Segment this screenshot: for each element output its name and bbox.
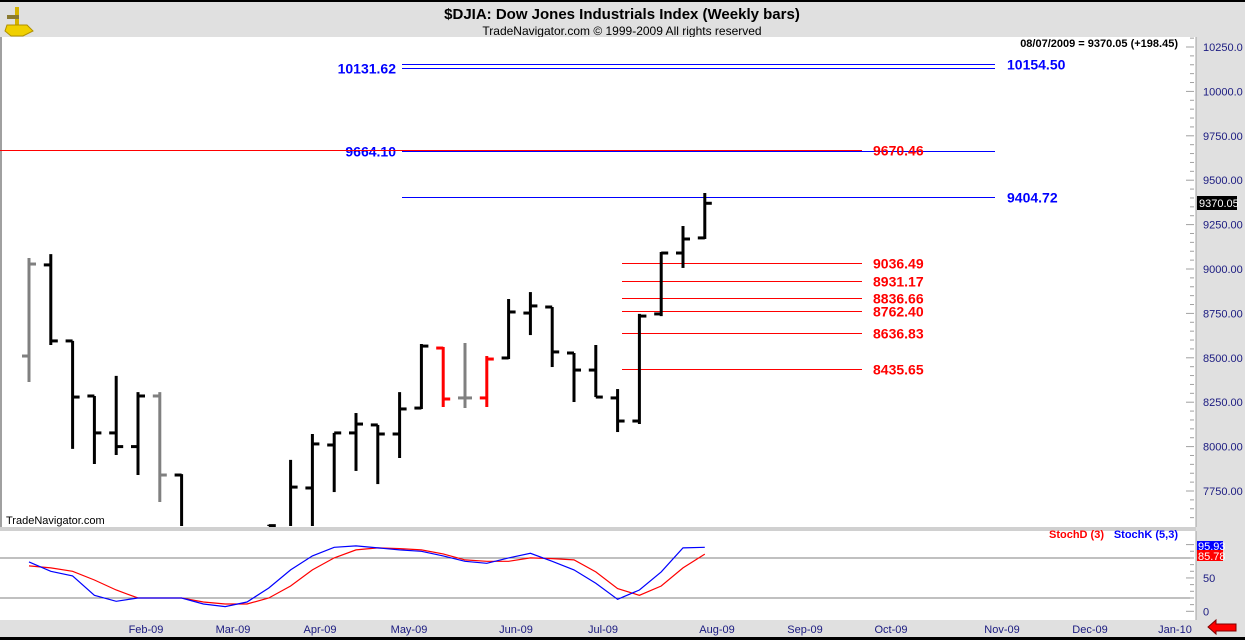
chart-subtitle: TradeNavigator.com © 1999-2009 All right… bbox=[482, 24, 761, 38]
x-tick-label: Dec-09 bbox=[1072, 624, 1107, 636]
ohlc-bar[interactable] bbox=[289, 459, 298, 526]
pane-splitter[interactable] bbox=[0, 527, 1196, 531]
y-tick-label: 9000.00 bbox=[1203, 264, 1243, 276]
last-price-label: 9370.05 bbox=[1199, 198, 1239, 210]
ohlc-bar[interactable] bbox=[654, 251, 669, 317]
x-tick-label: Jan-10 bbox=[1158, 624, 1192, 636]
y-tick-label: 7750.00 bbox=[1203, 486, 1243, 498]
ohlc-bar[interactable] bbox=[109, 375, 124, 455]
y-tick-label: 9250.00 bbox=[1203, 220, 1243, 232]
x-tick-label: May-09 bbox=[391, 624, 428, 636]
stochk-line[interactable] bbox=[28, 545, 705, 608]
level-label: 10131.62 bbox=[338, 61, 397, 77]
ohlc-bar[interactable] bbox=[131, 392, 145, 476]
ohlc-bar[interactable] bbox=[65, 339, 80, 449]
ohlc-bar[interactable] bbox=[327, 431, 342, 493]
price-axis[interactable]: 10250.0 10000.0 9750.00 9500.00 9250.00 9000.… bbox=[1186, 37, 1243, 527]
ohlc-bar[interactable] bbox=[87, 394, 102, 465]
x-tick-label: Jun-09 bbox=[499, 624, 533, 636]
stochd-value-box bbox=[1197, 550, 1223, 561]
stoch-tick-label: 0 bbox=[1203, 606, 1209, 618]
ohlc-bar[interactable] bbox=[152, 392, 167, 503]
price-pane[interactable] bbox=[0, 37, 1196, 527]
level-label: 9404.72 bbox=[1007, 190, 1058, 206]
level-label: 9664.10 bbox=[345, 144, 396, 160]
x-tick-label: Mar-09 bbox=[216, 624, 251, 636]
level-label: 8636.83 bbox=[873, 326, 924, 342]
y-tick-label: 10000.0 bbox=[1203, 86, 1243, 98]
level-label: 8931.17 bbox=[873, 274, 924, 290]
stochk-value-box bbox=[1197, 541, 1223, 550]
y-tick-label: 9500.00 bbox=[1203, 175, 1243, 187]
y-tick-label: 8000.00 bbox=[1203, 442, 1243, 454]
ohlc-bar[interactable] bbox=[501, 299, 516, 360]
x-tick-label: Aug-09 bbox=[699, 624, 734, 636]
ohlc-bar[interactable] bbox=[22, 257, 36, 382]
x-tick-label: Apr-09 bbox=[303, 624, 336, 636]
stochk-legend: StochK (5,3) bbox=[1114, 529, 1179, 541]
ohlc-bar[interactable] bbox=[567, 351, 581, 403]
y-tick-label: 10250.0 bbox=[1203, 42, 1243, 54]
ohlc-bar[interactable] bbox=[523, 292, 538, 336]
ohlc-bar[interactable] bbox=[349, 413, 363, 471]
x-tick-label: Feb-09 bbox=[129, 624, 164, 636]
level-label: 8836.66 bbox=[873, 291, 924, 307]
ohlc-bar[interactable] bbox=[267, 524, 276, 528]
top-border bbox=[0, 0, 1245, 2]
ohlc-bar[interactable] bbox=[174, 473, 184, 526]
ohlc-bar[interactable] bbox=[392, 392, 407, 458]
ohlc-bar[interactable] bbox=[588, 345, 603, 399]
stochd-legend: StochD (3) bbox=[1049, 529, 1104, 541]
price-bars bbox=[22, 192, 712, 528]
price-readout: 08/07/2009 = 9370.05 (+198.45) bbox=[1020, 38, 1178, 50]
x-tick-label: Oct-09 bbox=[874, 624, 907, 636]
date-axis[interactable]: Feb-09 Mar-09 Apr-09 May-09 Jun-09 Jul-09 Aug-… bbox=[129, 624, 1192, 636]
level-label: 9036.49 bbox=[873, 256, 924, 272]
x-tick-label: Jul-09 bbox=[588, 624, 618, 636]
level-lines: 10131.62 10154.50 9664.10 9670.46 9404.72 903… bbox=[0, 57, 1066, 378]
watermark: TradeNavigator.com bbox=[6, 515, 105, 527]
level-label: 8435.65 bbox=[873, 362, 924, 378]
ohlc-bar[interactable] bbox=[676, 226, 690, 268]
ohlc-bar[interactable] bbox=[305, 433, 320, 526]
ohlc-bar[interactable] bbox=[697, 192, 712, 240]
ohlc-bar[interactable] bbox=[43, 254, 58, 346]
ohlc-bar[interactable] bbox=[610, 389, 625, 433]
y-tick-label: 8750.00 bbox=[1203, 308, 1243, 320]
x-tick-label: Nov-09 bbox=[984, 624, 1019, 636]
bottom-border bbox=[0, 637, 1245, 640]
ohlc-bar[interactable] bbox=[479, 356, 494, 407]
left-arrow-icon[interactable] bbox=[1207, 618, 1237, 636]
stochastic-plot: 50 0 bbox=[0, 531, 1215, 620]
x-tick-label: Sep-09 bbox=[787, 624, 822, 636]
last-price-box bbox=[1197, 196, 1237, 210]
y-tick-label: 8500.00 bbox=[1203, 353, 1243, 365]
level-label: 10154.50 bbox=[1007, 57, 1066, 73]
y-tick-label: 8250.00 bbox=[1203, 397, 1243, 409]
sextant-icon bbox=[4, 7, 34, 37]
ohlc-bar[interactable] bbox=[436, 346, 451, 407]
ohlc-bar[interactable] bbox=[414, 343, 429, 410]
ohlc-bar[interactable] bbox=[632, 313, 647, 425]
stochd-value: 85.78 bbox=[1198, 551, 1226, 563]
ohlc-bar[interactable] bbox=[545, 305, 560, 368]
level-label: 9670.46 bbox=[873, 143, 924, 159]
chart-title: $DJIA: Dow Jones Industrials Index (Week… bbox=[444, 6, 800, 23]
level-label: 8762.40 bbox=[873, 304, 924, 320]
ohlc-bar[interactable] bbox=[458, 343, 472, 409]
stochastic-pane[interactable] bbox=[0, 531, 1196, 620]
y-tick-label: 9750.00 bbox=[1203, 131, 1243, 143]
ohlc-bar[interactable] bbox=[370, 423, 385, 485]
stoch-tick-label: 50 bbox=[1203, 573, 1215, 585]
